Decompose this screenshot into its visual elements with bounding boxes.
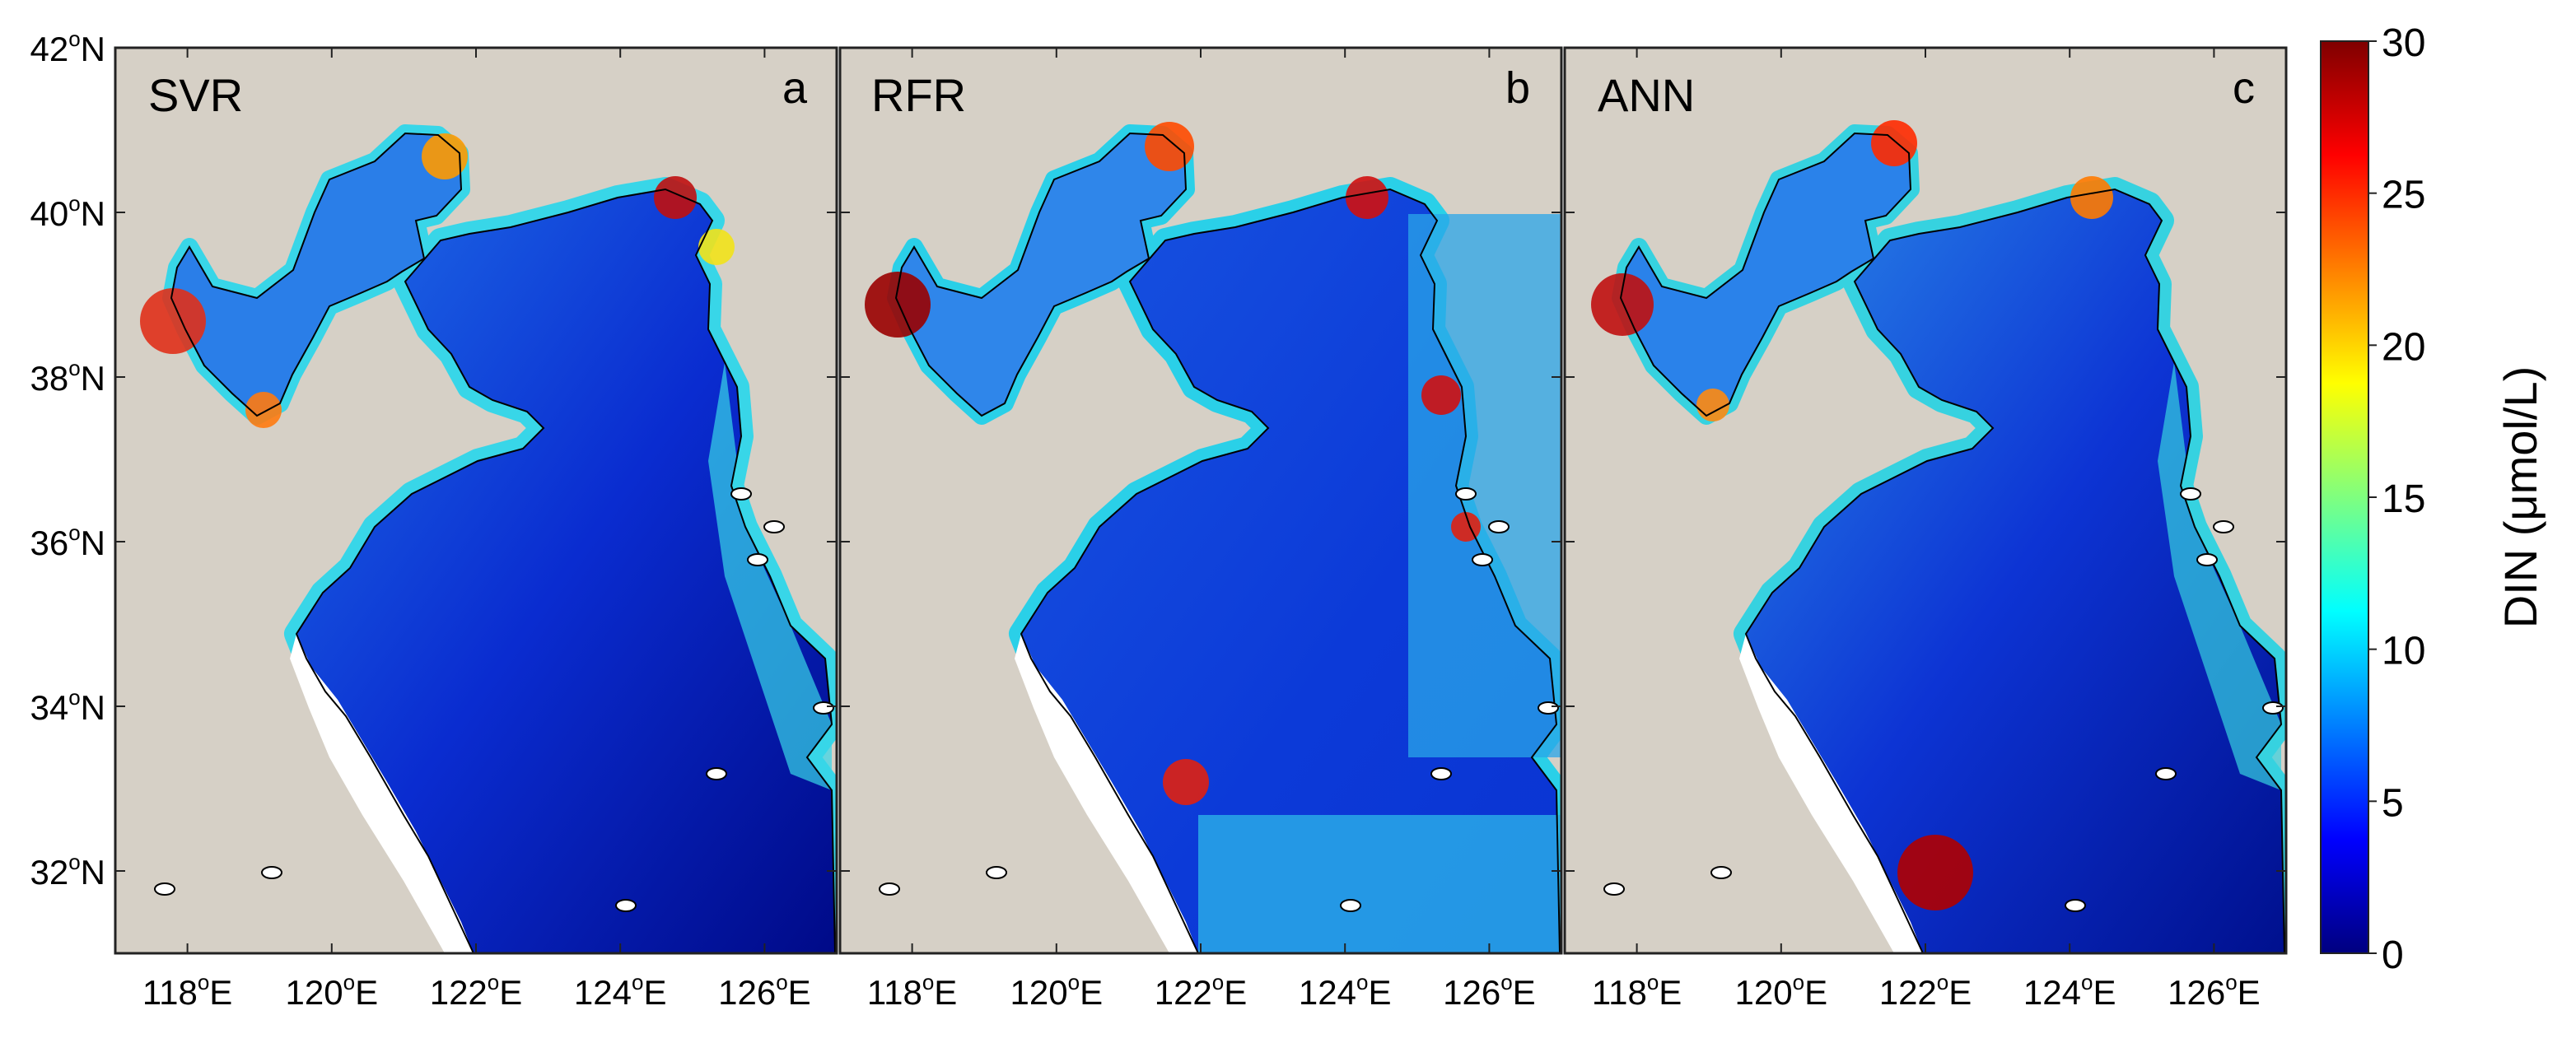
panel-letter-c: c — [2233, 63, 2255, 113]
longitude-tick-label: 122oE — [1879, 970, 1972, 1012]
latitude-axis: 42oN 40oN 38oN 36oN 34oN 32oN — [30, 26, 105, 892]
longitude-tick-label: 126oE — [718, 970, 811, 1012]
sea-field-a — [140, 124, 837, 953]
map-panel-b — [840, 48, 1561, 953]
panel-title-b: RFR — [871, 69, 966, 121]
latitude-tick-label: 42oN — [30, 26, 105, 68]
colorbar-tick-label: 25 — [2382, 174, 2425, 217]
longitude-tick-label: 126oE — [2168, 970, 2261, 1012]
sea-field-b — [865, 122, 1561, 953]
panel-letter-a: a — [782, 63, 808, 113]
colorbar-tick-label: 20 — [2382, 325, 2425, 369]
sea-field-c — [1591, 120, 2286, 953]
latitude-tick-label: 40oN — [30, 191, 105, 233]
longitude-tick-label: 124oE — [1299, 970, 1392, 1012]
map-panel-a — [115, 48, 837, 953]
panel-title-c: ANN — [1598, 69, 1695, 121]
longitude-tick-label: 120oE — [286, 970, 379, 1012]
colorbar — [2320, 40, 2369, 954]
colorbar-label: DIN (μmol/L) — [2494, 366, 2546, 629]
longitude-tick-label: 120oE — [1010, 970, 1104, 1012]
longitude-tick-label: 124oE — [574, 970, 667, 1012]
latitude-tick-label: 32oN — [30, 850, 105, 892]
longitude-tick-label: 126oE — [1443, 970, 1536, 1012]
longitude-tick-label: 118oE — [142, 970, 232, 1012]
latitude-tick-label: 38oN — [30, 356, 105, 398]
colorbar-tick-label: 10 — [2382, 630, 2425, 673]
colorbar-tick-label: 15 — [2382, 477, 2425, 521]
longitude-axis: 118oE 120oE 122oE 124oE 126oE 118oE 120oE 122oE… — [142, 970, 2261, 1012]
panel-title-a: SVR — [148, 69, 243, 121]
map-panel-c — [1565, 48, 2286, 953]
longitude-tick-label: 124oE — [2023, 970, 2116, 1012]
longitude-tick-label: 122oE — [430, 970, 523, 1012]
panel-letter-b: b — [1505, 63, 1530, 113]
longitude-tick-label: 118oE — [867, 970, 957, 1012]
latitude-tick-label: 34oN — [30, 685, 105, 727]
latitude-tick-label: 36oN — [30, 520, 105, 562]
colorbar-tick-label: 30 — [2382, 21, 2425, 65]
longitude-tick-label: 120oE — [1735, 970, 1828, 1012]
colorbar-tick-label: 5 — [2382, 781, 2404, 825]
colorbar-tick-label: 0 — [2382, 934, 2404, 977]
longitude-tick-label: 122oE — [1155, 970, 1248, 1012]
longitude-tick-label: 118oE — [1592, 970, 1682, 1012]
colorbar-ticks: 0 5 10 15 20 25 30 — [2368, 21, 2425, 977]
